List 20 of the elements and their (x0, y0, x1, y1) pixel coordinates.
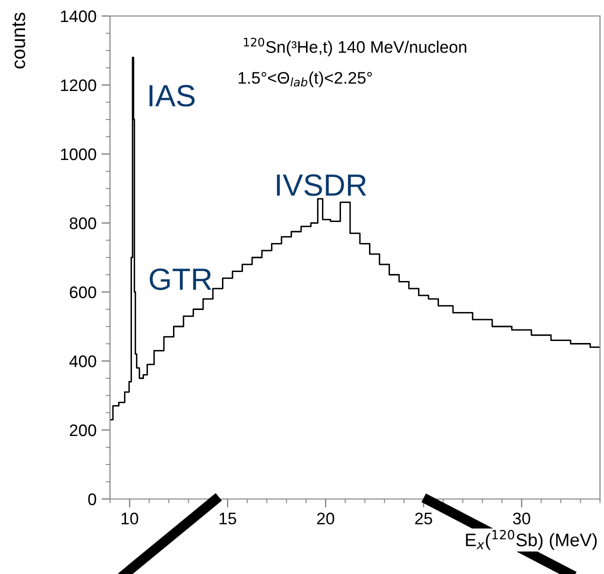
annotation: GTR (150, 268, 212, 290)
annotation: IAS (150, 84, 195, 107)
y-axis-title: counts (12, 12, 26, 68)
x-tick-label: 20 (317, 512, 334, 524)
y-tick-label: 1400 (61, 10, 96, 22)
text: $^{120}$Sn(³He,t) 140 MeV/nucleon (244, 38, 466, 56)
x-tick-label: 10 (122, 512, 138, 524)
y-tick-label: 200 (70, 424, 96, 436)
y-tick-label: 1200 (61, 79, 96, 92)
y-tick-label: 0 (88, 493, 96, 506)
x-tick-label: 15 (220, 512, 236, 524)
y-tick-label: 1000 (61, 148, 96, 160)
y-tick-label: 800 (70, 217, 96, 230)
annotation: IVSDR (276, 174, 366, 196)
y-tick-label: 600 (70, 286, 96, 298)
y-tick-label: 400 (69, 355, 96, 368)
x-tick-label: 25 (415, 512, 432, 524)
x-tick-label: 30 (512, 512, 530, 524)
text: 1.5°<Θ$_{lab}$(t)<2.25° (238, 72, 372, 88)
x-axis-title: E$_{x}$($^{120}$Sb) (MeV) (466, 530, 597, 550)
